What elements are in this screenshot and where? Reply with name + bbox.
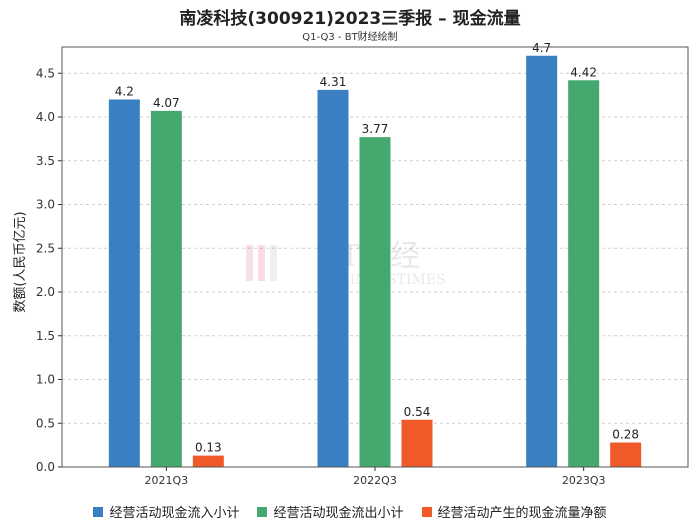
bar-value-label: 0.13: [195, 441, 222, 455]
bar: [108, 99, 140, 467]
legend-label: 经营活动现金流出小计: [273, 506, 404, 521]
bar: [401, 419, 433, 467]
legend-item: 经营活动现金流入小计: [93, 502, 239, 521]
bar: [317, 89, 349, 467]
legend-item: 经营活动现金流出小计: [257, 502, 404, 521]
chart-subtitle: Q1-Q3 - BT财经绘制: [302, 32, 398, 43]
legend-swatch: [421, 506, 432, 517]
bar-value-label: 4.2: [115, 85, 134, 99]
legend-swatch: [257, 506, 268, 517]
bar-value-label: 4.07: [153, 96, 180, 110]
bar-value-label: 4.31: [320, 75, 347, 89]
watermark-logo-bar: [258, 245, 265, 281]
bar-value-label: 4.42: [570, 65, 597, 79]
legend-label: 经营活动现金流入小计: [109, 506, 240, 521]
y-tick-label: 4.0: [36, 110, 55, 124]
y-tick-label: 1.5: [36, 329, 55, 343]
bar: [610, 442, 642, 467]
y-tick-label: 2.0: [36, 285, 55, 299]
y-tick-label: 0.5: [36, 416, 55, 430]
y-tick-label: 2.5: [36, 241, 55, 255]
watermark-logo-bar: [270, 245, 277, 281]
bar-value-label: 0.28: [612, 428, 639, 442]
watermark-logo-bar: [246, 245, 253, 281]
bar: [359, 137, 391, 467]
x-tick-label: 2022Q3: [353, 474, 397, 487]
legend: 经营活动现金流入小计 经营活动现金流出小计 经营活动产生的现金流量净额: [0, 502, 700, 521]
legend-item: 经营活动产生的现金流量净额: [421, 502, 607, 521]
y-tick-label: 3.5: [36, 154, 55, 168]
x-tick-label: 2023Q3: [562, 474, 606, 487]
bar: [526, 55, 558, 467]
legend-label: 经营活动产生的现金流量净额: [437, 506, 607, 521]
bar: [568, 80, 600, 467]
chart-title: 南凌科技(300921)2023三季报 – 现金流量: [179, 9, 521, 29]
bars: [108, 55, 642, 467]
bar-value-label: 4.7: [532, 41, 551, 55]
y-axis-label: 数额(人民币亿元): [13, 211, 28, 312]
legend-swatch: [93, 506, 104, 517]
x-tick-label: 2021Q3: [145, 474, 189, 487]
y-tick-label: 4.5: [36, 66, 55, 80]
y-tick-label: 0.0: [36, 460, 55, 474]
axes: 0.0 0.5 1.0 1.5 2.0 2.5 3.0 3.5 4.0 4.5 2021Q3 2022…: [36, 46, 689, 487]
chart-plot: BT财经 BUSINESSTIMES 4.24.070.134.313.770.…: [13, 41, 689, 487]
bar: [192, 455, 224, 467]
data-labels: 4.2 4.07 0.13 4.31 3.77 0.54 4.7 4.42 0.28: [115, 41, 639, 455]
bar: [150, 110, 182, 467]
y-tick-label: 3.0: [36, 198, 55, 212]
bar-value-label: 0.54: [404, 405, 431, 419]
y-tick-label: 1.0: [36, 373, 55, 387]
bar-value-label: 3.77: [362, 122, 389, 136]
